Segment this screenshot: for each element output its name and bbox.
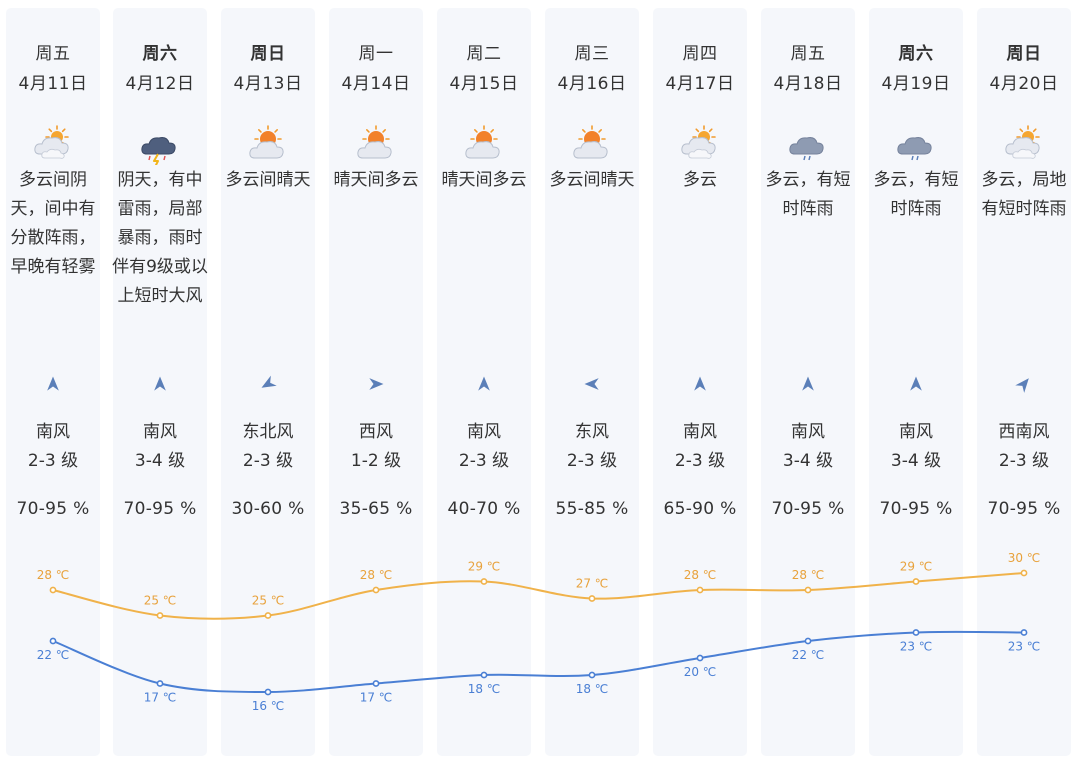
- humidity: 30-60 %: [231, 499, 305, 519]
- wind-level: 2-3 级: [674, 451, 726, 471]
- day-name: 周五: [35, 44, 71, 64]
- humidity: 70-95 %: [987, 499, 1061, 519]
- date-label: 4月14日: [341, 74, 411, 94]
- weather-description: 多云间晴天: [225, 170, 311, 190]
- wind-level: 2-3 级: [27, 451, 79, 471]
- date-label: 4月17日: [665, 74, 735, 94]
- day-column: 周二 4月15日晴天间多云南风 2-3 级 40-70 %: [437, 8, 531, 756]
- wind-direction: 南风: [791, 422, 825, 442]
- wind-direction: 东北风: [242, 422, 294, 442]
- day-name: 周二: [466, 44, 502, 64]
- weather-description: 多云间晴天: [549, 170, 635, 190]
- wind-direction: 南风: [36, 422, 70, 442]
- weather-description: 多云，有短时阵雨: [873, 170, 959, 219]
- humidity: 70-95 %: [771, 499, 845, 519]
- sunny-partly-cloudy-icon: [249, 125, 284, 159]
- day-column: 周六 4月19日多云，有短时阵雨南风 3-4 级 70-95 %: [869, 8, 963, 756]
- day-column: 周六 4月12日阴天，有中雷雨，局部暴雨，雨时伴有9级或以上短时大风南风 3-4 级…: [112, 8, 208, 756]
- day-name: 周六: [142, 44, 178, 64]
- wind-level: 2-3 级: [458, 451, 510, 471]
- wind-level: 1-2 级: [350, 451, 402, 471]
- wind-level: 3-4 级: [782, 451, 834, 471]
- shower-icon: [789, 137, 824, 161]
- humidity: 70-95 %: [16, 499, 90, 519]
- sunny-partly-cloudy-icon: [465, 125, 500, 159]
- day-column: 周一 4月14日晴天间多云西风 1-2 级 35-65 %: [329, 8, 423, 756]
- wind-direction: 南风: [899, 422, 933, 442]
- wind-direction: 西风: [359, 422, 393, 442]
- wind-level: 3-4 级: [134, 451, 186, 471]
- humidity: 65-90 %: [663, 499, 737, 519]
- shower-icon: [897, 137, 932, 161]
- wind-direction: 南风: [143, 422, 177, 442]
- day-column: 周日 4月13日多云间晴天东北风 2-3 级 30-60 %: [221, 8, 315, 756]
- weather-description: 晴天间多云: [441, 170, 527, 190]
- wind-arrow-north-icon: [478, 376, 490, 391]
- date-label: 4月20日: [989, 74, 1059, 94]
- weather-description: 阴天，有中雷雨，局部暴雨，雨时伴有9级或以上短时大风: [112, 170, 208, 306]
- wind-level: 2-3 级: [998, 451, 1050, 471]
- day-name: 周六: [898, 44, 934, 64]
- day-name: 周一: [358, 44, 394, 64]
- weather-description: 晴天间多云: [333, 170, 419, 190]
- sunny-partly-cloudy-icon: [357, 125, 392, 159]
- date-label: 4月11日: [18, 74, 88, 94]
- day-name: 周三: [574, 44, 610, 64]
- date-label: 4月19日: [881, 74, 951, 94]
- date-label: 4月13日: [233, 74, 303, 94]
- weather-description: 多云，有短时阵雨: [765, 170, 851, 219]
- wind-direction: 东风: [575, 422, 609, 442]
- date-label: 4月18日: [773, 74, 843, 94]
- date-label: 4月12日: [125, 74, 195, 94]
- day-column: 周五 4月11日多云间阴天，间中有分散阵雨，早晚有轻雾南风 2-3 级 70-95 %: [6, 8, 100, 756]
- wind-level: 2-3 级: [566, 451, 618, 471]
- wind-arrow-west-icon: [584, 378, 599, 390]
- wind-level: 2-3 级: [242, 451, 294, 471]
- day-column: 周四 4月17日多云南风 2-3 级 65-90 %: [653, 8, 747, 756]
- partly-cloudy-icon: [34, 125, 69, 159]
- wind-direction: 南风: [683, 422, 717, 442]
- weather-description: 多云，局地有短时阵雨: [981, 170, 1067, 219]
- day-column: 周三 4月16日多云间晴天东风 2-3 级 55-85 %: [545, 8, 639, 756]
- day-column: 周日 4月20日多云，局地有短时阵雨西南风 2-3 级 70-95 %: [977, 8, 1071, 756]
- humidity: 70-95 %: [123, 499, 197, 519]
- day-name: 周日: [250, 44, 286, 64]
- day-name: 周日: [1006, 44, 1042, 64]
- humidity: 55-85 %: [555, 499, 629, 519]
- wind-arrow-northeast-icon: [1015, 378, 1029, 393]
- partly-cloudy-icon: [1005, 125, 1040, 159]
- date-label: 4月16日: [557, 74, 627, 94]
- wind-arrow-north-icon: [694, 376, 706, 391]
- date-label: 4月15日: [449, 74, 519, 94]
- wind-arrow-north-icon: [47, 376, 59, 391]
- wind-arrow-north-icon: [910, 376, 922, 391]
- wind-arrow-east-icon: [369, 378, 384, 390]
- wind-direction: 西南风: [998, 422, 1050, 442]
- humidity: 35-65 %: [339, 499, 413, 519]
- cloudy-icon: [681, 125, 716, 159]
- weather-description: 多云: [683, 170, 717, 190]
- weather-description: 多云间阴天，间中有分散阵雨，早晚有轻雾: [10, 170, 96, 277]
- wind-arrow-north-icon: [154, 376, 166, 391]
- wind-direction: 南风: [467, 422, 501, 442]
- thunderstorm-icon: [141, 137, 176, 165]
- wind-arrow-southwest-icon: [261, 375, 277, 388]
- day-column: 周五 4月18日多云，有短时阵雨南风 3-4 级 70-95 %: [761, 8, 855, 756]
- humidity: 70-95 %: [879, 499, 953, 519]
- day-name: 周五: [790, 44, 826, 64]
- sunny-partly-cloudy-icon: [573, 125, 608, 159]
- day-name: 周四: [682, 44, 718, 64]
- humidity: 40-70 %: [447, 499, 521, 519]
- wind-level: 3-4 级: [890, 451, 942, 471]
- wind-arrow-north-icon: [802, 376, 814, 391]
